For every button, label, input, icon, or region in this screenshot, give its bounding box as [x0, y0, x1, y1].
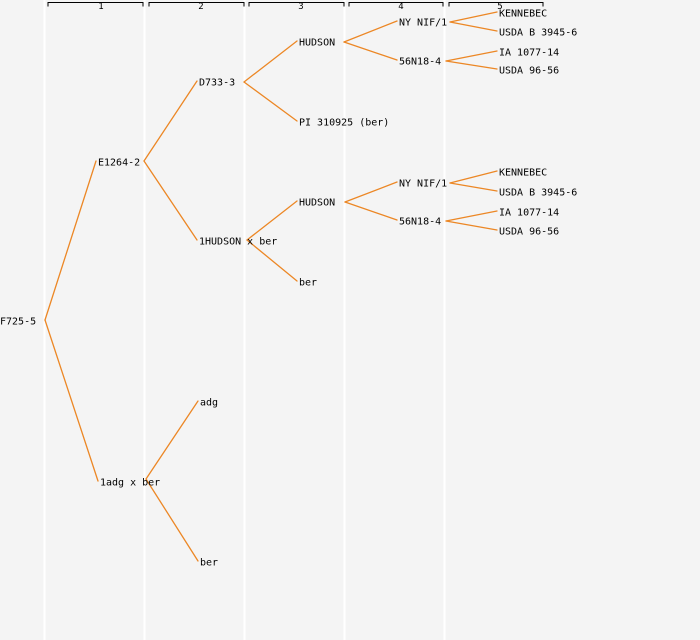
pedigree-node-kennebec-b[interactable]: KENNEBEC	[499, 168, 547, 179]
pedigree-node-e1264-2[interactable]: E1264-2	[98, 158, 140, 169]
generation-bracket	[47, 2, 144, 7]
pedigree-edge	[243, 81, 298, 122]
pedigree-edge	[246, 239, 298, 282]
pedigree-edge	[449, 182, 498, 192]
pedigree-edge	[145, 478, 199, 562]
pedigree-node-usda-96-56-b[interactable]: USDA 96-56	[499, 227, 559, 238]
pedigree-edge	[343, 41, 398, 61]
pedigree-edge	[44, 319, 99, 482]
pedigree-node-adg[interactable]: adg	[200, 398, 218, 409]
pedigree-node-56n18-4-a[interactable]: 56N18-4	[399, 57, 441, 68]
pedigree-node-d733-3[interactable]: D733-3	[199, 78, 235, 89]
pedigree-node-usda-96-56-a[interactable]: USDA 96-56	[499, 66, 559, 77]
pedigree-node-56n18-4-b[interactable]: 56N18-4	[399, 217, 441, 228]
pedigree-node-ia-1077-14-b[interactable]: IA 1077-14	[499, 208, 559, 219]
pedigree-edge	[246, 200, 298, 241]
pedigree-edge	[143, 80, 198, 162]
pedigree-node-ia-1077-14-a[interactable]: IA 1077-14	[499, 48, 559, 59]
pedigree-edge	[343, 20, 398, 43]
pedigree-node-1hudson-x-ber[interactable]: 1HUDSON x ber	[199, 237, 277, 248]
pedigree-node-hudson-b[interactable]: HUDSON	[299, 198, 335, 209]
pedigree-node-ny-nif-1-b[interactable]: NY NIF/1	[399, 179, 447, 190]
pedigree-edge	[344, 201, 398, 221]
pedigree-node-usda-b-3945-6-b[interactable]: USDA B 3945-6	[499, 188, 577, 199]
pedigree-edge	[243, 40, 298, 83]
pedigree-edge	[445, 210, 498, 222]
pedigree-edge	[445, 220, 498, 231]
pedigree-edge	[449, 170, 498, 184]
pedigree-node-kennebec-a[interactable]: KENNEBEC	[499, 9, 547, 20]
generation-bracket	[148, 2, 245, 7]
generation-bracket	[248, 2, 345, 7]
generation-label-2: 2	[198, 2, 203, 12]
pedigree-edge	[445, 50, 498, 62]
pedigree-node-ny-nif-1-a[interactable]: NY NIF/1	[399, 18, 447, 29]
generation-label-4: 4	[398, 2, 403, 12]
pedigree-node-hudson-a[interactable]: HUDSON	[299, 38, 335, 49]
generation-bracket	[348, 2, 444, 7]
pedigree-node-pi-310925-ber[interactable]: PI 310925 (ber)	[299, 118, 389, 129]
generation-bracket	[448, 2, 544, 7]
pedigree-edge	[445, 60, 498, 70]
pedigree-edge	[449, 21, 498, 32]
generation-label-1: 1	[98, 2, 103, 12]
pedigree-node-usda-b-3945-6-a[interactable]: USDA B 3945-6	[499, 28, 577, 39]
pedigree-edge	[344, 181, 398, 203]
generation-label-5: 5	[497, 2, 502, 12]
pedigree-edge	[143, 160, 198, 241]
pedigree-node-ber-b[interactable]: ber	[299, 278, 317, 289]
pedigree-edge	[44, 160, 97, 321]
pedigree-edge	[449, 11, 498, 23]
pedigree-node-f725-5[interactable]: F725-5	[0, 317, 36, 328]
pedigree-node-ber-c[interactable]: ber	[200, 558, 218, 569]
generation-label-3: 3	[298, 2, 303, 12]
pedigree-node-1adg-x-ber[interactable]: 1adg x ber	[100, 478, 160, 489]
pedigree-edge	[145, 400, 199, 480]
